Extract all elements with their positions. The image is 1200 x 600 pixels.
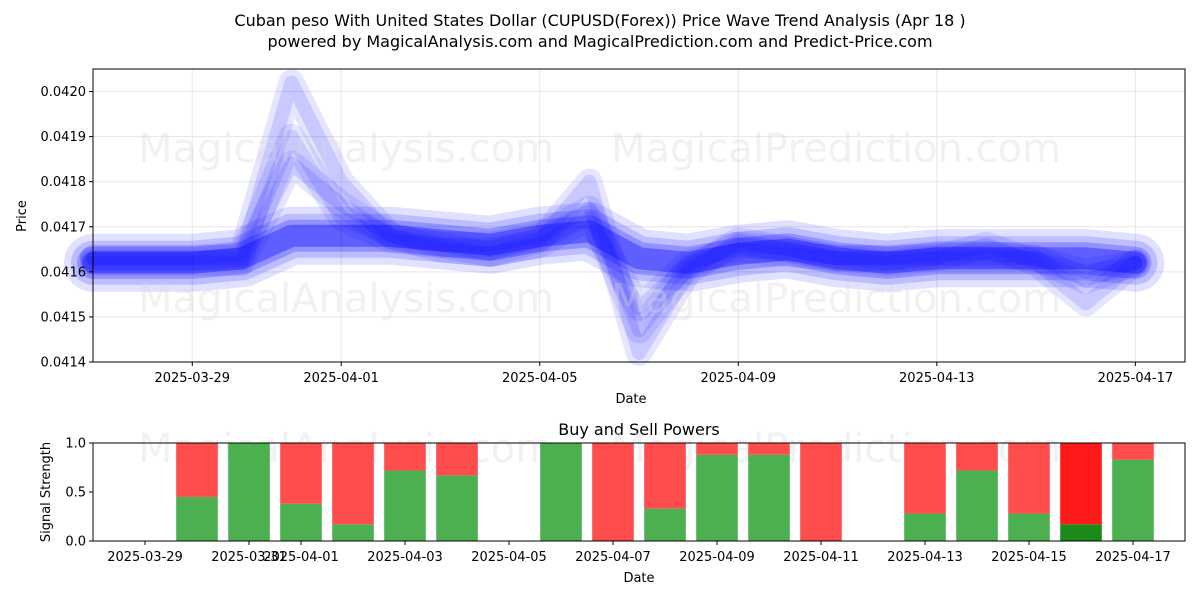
sell-bar [1060, 443, 1102, 525]
price-y-tick-label: 0.0417 [41, 220, 87, 235]
buy-bar [176, 496, 218, 541]
price-x-tick-label: 2025-04-17 [1098, 371, 1174, 386]
sell-bar [800, 443, 842, 541]
signal-plot-background [93, 443, 1185, 541]
signal-y-axis-label: Signal Strength [39, 442, 54, 542]
sell-bar [904, 443, 946, 514]
signal-y-tick-label: 0.5 [65, 486, 86, 501]
signal-x-tick-label: 2025-04-09 [679, 550, 755, 565]
buy-bar [956, 470, 998, 541]
price-y-tick-label: 0.0418 [41, 175, 87, 190]
signal-x-tick-label: 2025-04-13 [887, 550, 963, 565]
watermark-analysis-top: MagicalAnalysis.com [138, 126, 554, 172]
sell-bar [644, 443, 686, 509]
signal-x-tick-label: 2025-04-17 [1095, 550, 1171, 565]
price-x-tick-label: 2025-03-29 [154, 371, 230, 386]
price-wave-series-2 [86, 129, 1143, 338]
signal-x-tick-label: 2025-04-15 [991, 550, 1067, 565]
price-y-axis-label: Price [15, 200, 30, 232]
price-wave-series-0 [64, 202, 1165, 292]
buy-bar [228, 443, 270, 541]
price-y-tick-label: 0.0420 [41, 85, 87, 100]
price-y-tick-label: 0.0416 [41, 265, 87, 280]
sell-bar [280, 443, 322, 504]
signal-y-tick-label: 0.0 [65, 535, 86, 550]
sell-bar [748, 443, 790, 455]
buy-bar [436, 475, 478, 541]
sell-bar [696, 443, 738, 455]
buy-bar [1112, 459, 1154, 541]
price-y-ticks: 0.0414 0.0415 0.0416 0.0417 0.0418 0.0419 0.04… [41, 85, 93, 371]
price-x-tick-label: 2025-04-05 [502, 371, 578, 386]
watermark-analysis-bottom: MagicalAnalysis.com [138, 276, 554, 322]
price-waves [64, 69, 1165, 366]
price-y-tick-label: 0.0414 [41, 356, 87, 371]
sell-bar [592, 443, 634, 541]
buy-bar [540, 443, 582, 541]
sell-bar [1008, 443, 1050, 514]
price-x-axis-label: Date [615, 392, 646, 407]
buy-bar [696, 454, 738, 541]
price-grid [93, 69, 1185, 363]
sell-bar [956, 443, 998, 471]
buy-bar [644, 508, 686, 541]
sell-bar [176, 443, 218, 497]
buy-bar [384, 470, 426, 541]
buy-bar [748, 454, 790, 541]
price-wave-series-1 [86, 75, 1143, 360]
sell-bar [436, 443, 478, 476]
price-x-tick-label: 2025-04-09 [700, 371, 776, 386]
price-y-tick-label: 0.0415 [41, 310, 87, 325]
price-wave-series-0 [71, 209, 1158, 285]
price-wave-series-3 [80, 150, 1149, 321]
signal-x-tick-label: 2025-04-01 [263, 550, 339, 565]
buy-bar [904, 513, 946, 541]
sell-bar [332, 443, 374, 525]
watermark-prediction-top: MagicalPrediction.com [611, 126, 1061, 172]
price-plot-frame [92, 68, 1186, 363]
signal-x-tick-label: 2025-04-11 [783, 550, 859, 565]
price-wave-series-0 [77, 215, 1152, 279]
price-x-ticks: 2025-03-29 2025-04-01 2025-04-05 2025-04-09… [154, 362, 1173, 386]
price-wave-series-0 [82, 220, 1147, 274]
price-plot: MagicalAnalysis.com MagicalPrediction.co… [15, 68, 1186, 407]
signal-x-tick-label: 2025-04-03 [367, 550, 443, 565]
chart-title: Cuban peso With United States Dollar (CU… [234, 11, 965, 30]
chart-subtitle: powered by MagicalAnalysis.com and Magic… [267, 32, 932, 51]
buy-bar [1008, 513, 1050, 541]
buy-bar [332, 524, 374, 541]
buy-bar [280, 503, 322, 541]
signal-y-tick-label: 1.0 [65, 437, 86, 452]
price-wave-series-3 [86, 156, 1143, 315]
price-x-tick-label: 2025-04-13 [899, 371, 975, 386]
signal-x-axis-label: Date [623, 571, 654, 586]
signal-x-tick-label: 2025-04-05 [471, 550, 547, 565]
signal-x-tick-label: 2025-03-31 [211, 550, 287, 565]
signal-plot-title: Buy and Sell Powers [558, 420, 720, 439]
signal-x-tick-label: 2025-03-29 [107, 550, 183, 565]
price-wave-series-2 [80, 123, 1149, 344]
signal-plot: Buy and Sell Powers MagicalAnalysis.com … [39, 420, 1186, 586]
sell-bar [384, 443, 426, 471]
buy-bar [1060, 524, 1102, 541]
price-x-tick-label: 2025-04-01 [303, 371, 379, 386]
signal-x-tick-label: 2025-04-07 [575, 550, 651, 565]
price-wave-series-1 [80, 69, 1149, 366]
sell-bar [1112, 443, 1154, 460]
watermark-prediction-bottom: MagicalPrediction.com [611, 276, 1061, 322]
signal-bars [176, 443, 1154, 541]
signal-y-ticks: 0.0 0.5 1.0 [65, 437, 93, 550]
price-y-tick-label: 0.0419 [41, 130, 87, 145]
price-plot-background [93, 69, 1185, 362]
